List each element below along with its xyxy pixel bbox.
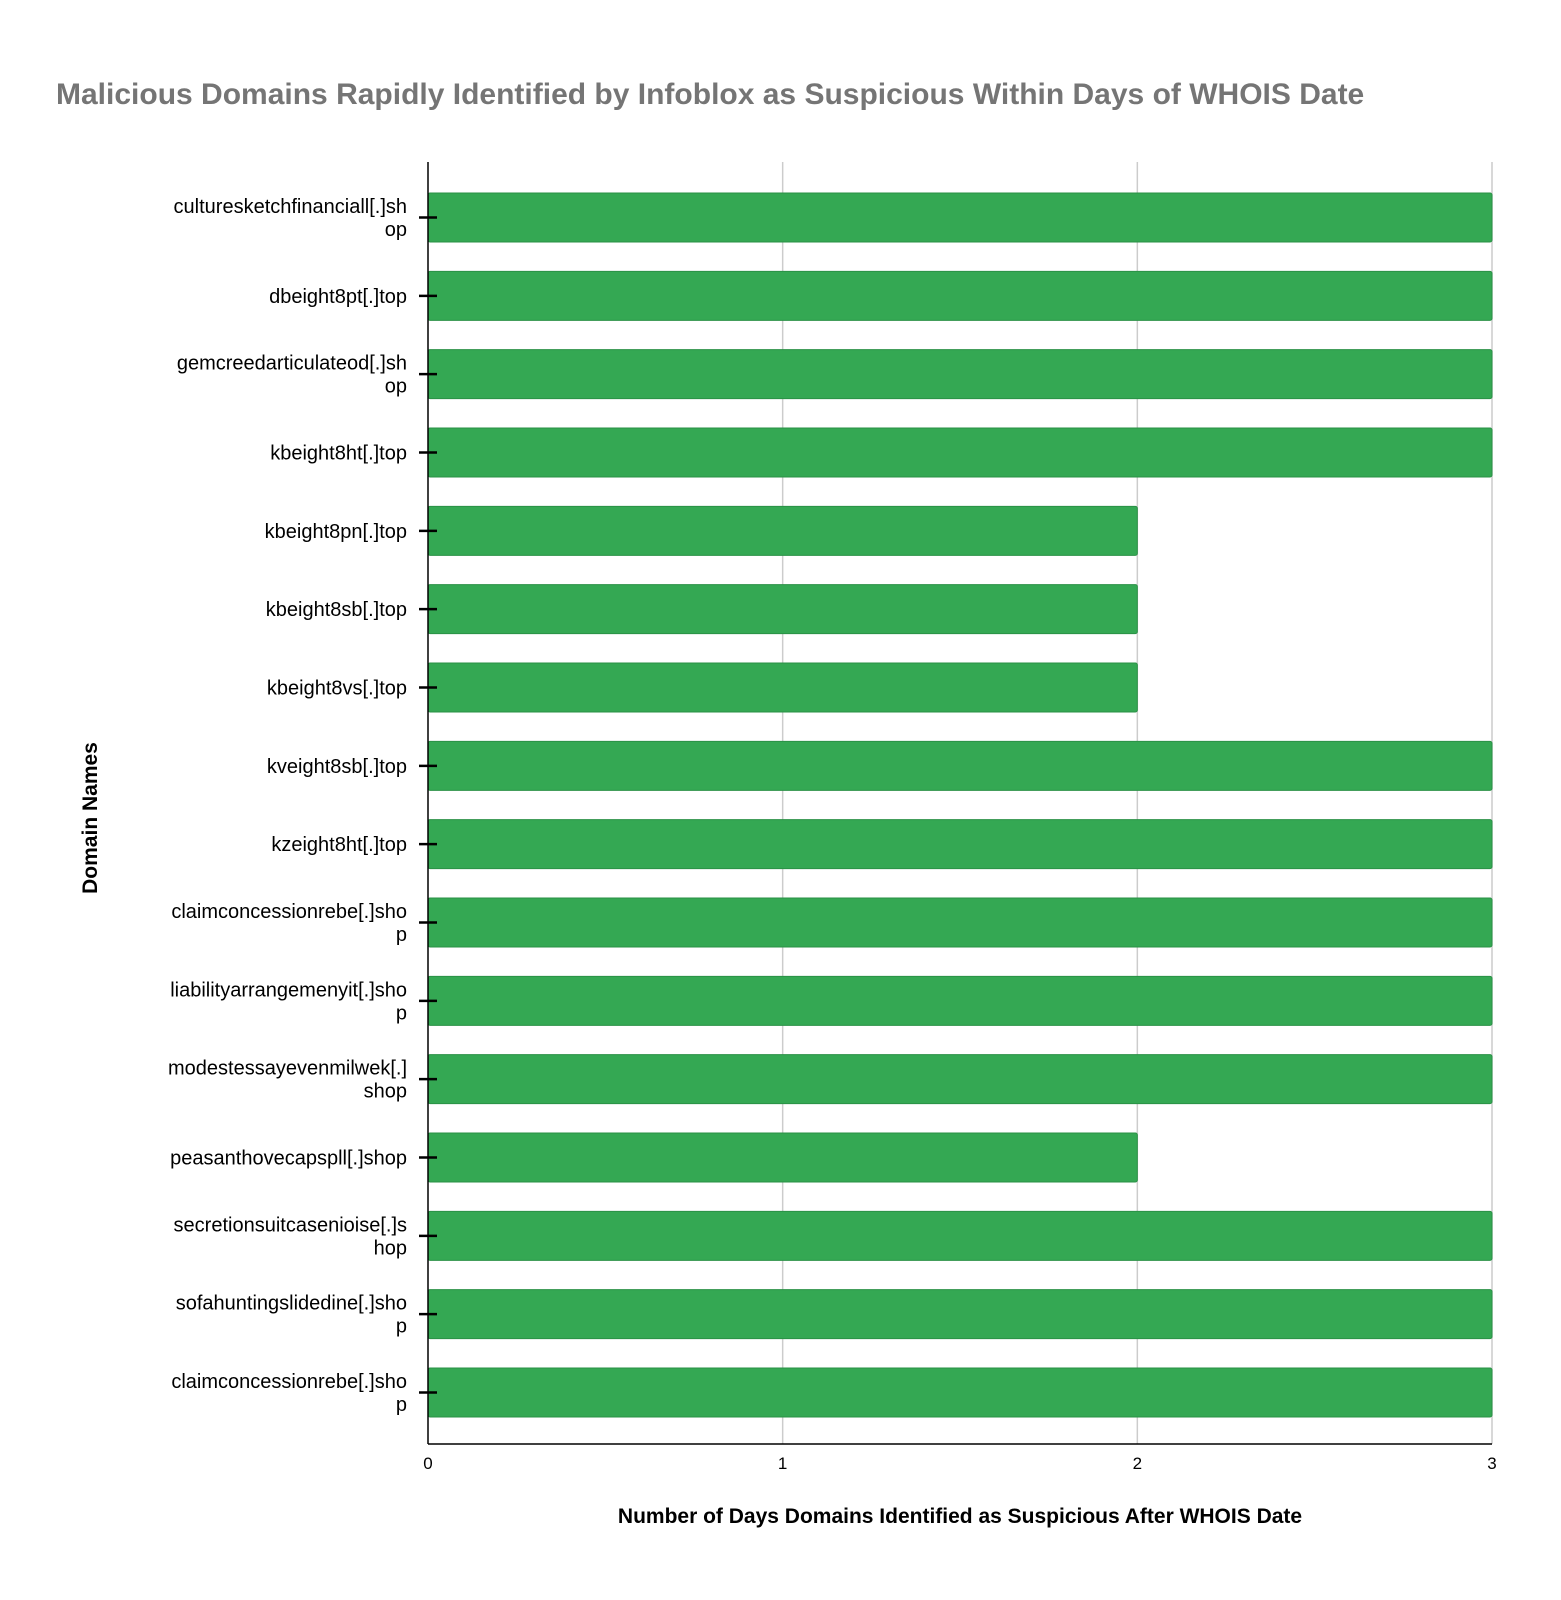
y-tick-label-line: hop — [374, 1237, 407, 1259]
y-tick-label-line: gemcreedarticulateod[.]sh — [177, 353, 407, 375]
y-axis-title: Domain Names — [79, 742, 102, 894]
y-tick-label: sofahuntingslidedine[.]sho p — [176, 1293, 407, 1338]
bars — [427, 192, 1493, 1418]
bar — [427, 192, 1493, 243]
y-tick-label-line: op — [385, 219, 407, 241]
y-tick-label: gemcreedarticulateod[.]sh op — [177, 353, 407, 398]
y-tick-label: kbeight8pn[.]top — [265, 521, 407, 543]
bar — [427, 584, 1138, 635]
bar — [427, 1367, 1493, 1418]
y-tick-label: kbeight8vs[.]top — [267, 678, 407, 700]
y-tick-label-line: kbeight8sb[.]top — [266, 599, 407, 621]
bar — [427, 349, 1493, 400]
y-tick-label: claimconcessionrebe[.]sho p — [171, 901, 407, 946]
bar — [427, 1289, 1493, 1340]
bar — [427, 505, 1138, 556]
y-tick-label-line: liabilityarrangemenyit[.]sho — [170, 979, 407, 1001]
x-tick-label: 3 — [1487, 1454, 1496, 1473]
y-tick-label-line: op — [385, 376, 407, 398]
y-tick-label: dbeight8pt[.]top — [269, 286, 407, 308]
y-tick-label-line: kbeight8pn[.]top — [265, 521, 407, 543]
y-tick-label: culturesketchfinanciall[.]sh op — [174, 196, 407, 241]
x-axis-title: Number of Days Domains Identified as Sus… — [618, 1505, 1302, 1528]
y-tick-label-line: p — [396, 1316, 407, 1338]
bar — [427, 975, 1493, 1026]
y-tick-label-line: kbeight8ht[.]top — [270, 443, 407, 465]
y-tick-label-line: claimconcessionrebe[.]sho — [171, 1371, 407, 1393]
y-tick-label-line: claimconcessionrebe[.]sho — [171, 901, 407, 923]
y-tick-label-line: culturesketchfinanciall[.]sh — [174, 196, 407, 218]
chart-title: Malicious Domains Rapidly Identified by … — [56, 78, 1365, 111]
y-tick-label-line: kbeight8vs[.]top — [267, 678, 407, 700]
bar — [427, 1132, 1138, 1183]
bar — [427, 740, 1493, 791]
y-tick-label-line: secretionsuitcasenioise[.]s — [174, 1214, 407, 1236]
y-tick-label-line: kveight8sb[.]top — [267, 756, 407, 778]
y-tick-label-line: p — [396, 1002, 407, 1024]
y-tick-label-line: peasanthovecapspll[.]shop — [170, 1148, 407, 1170]
bar — [427, 897, 1493, 948]
y-tick-label-line: modestessayevenmilwek[.] — [168, 1058, 407, 1080]
x-tick-label: 0 — [423, 1454, 432, 1473]
bar — [427, 270, 1493, 321]
y-tick-label: kzeight8ht[.]top — [271, 834, 407, 856]
y-tick-label: kbeight8ht[.]top — [270, 443, 407, 465]
y-tick-label: modestessayevenmilwek[.] shop — [168, 1058, 407, 1103]
y-tick-label-line: dbeight8pt[.]top — [269, 286, 407, 308]
y-tick-label: kbeight8sb[.]top — [266, 599, 407, 621]
y-tick-label: liabilityarrangemenyit[.]sho p — [170, 979, 407, 1024]
y-tick-label: secretionsuitcasenioise[.]s hop — [174, 1214, 407, 1259]
y-tick-label: claimconcessionrebe[.]sho p — [171, 1371, 407, 1416]
y-tick-label-line: sofahuntingslidedine[.]sho — [176, 1293, 407, 1315]
y-tick-label: kveight8sb[.]top — [267, 756, 407, 778]
x-tick-label: 2 — [1133, 1454, 1142, 1473]
axes — [419, 162, 1492, 1445]
y-tick-label-line: shop — [364, 1081, 407, 1103]
y-tick-label-line: p — [396, 924, 407, 946]
y-tick-label: peasanthovecapspll[.]shop — [170, 1148, 407, 1170]
bar — [427, 819, 1493, 870]
bar — [427, 1054, 1493, 1105]
y-tick-label-line: p — [396, 1394, 407, 1416]
bar — [427, 1210, 1493, 1261]
y-tick-label-line: kzeight8ht[.]top — [271, 834, 407, 856]
bar — [427, 427, 1493, 478]
x-tick-label: 1 — [778, 1454, 787, 1473]
bar — [427, 662, 1138, 713]
